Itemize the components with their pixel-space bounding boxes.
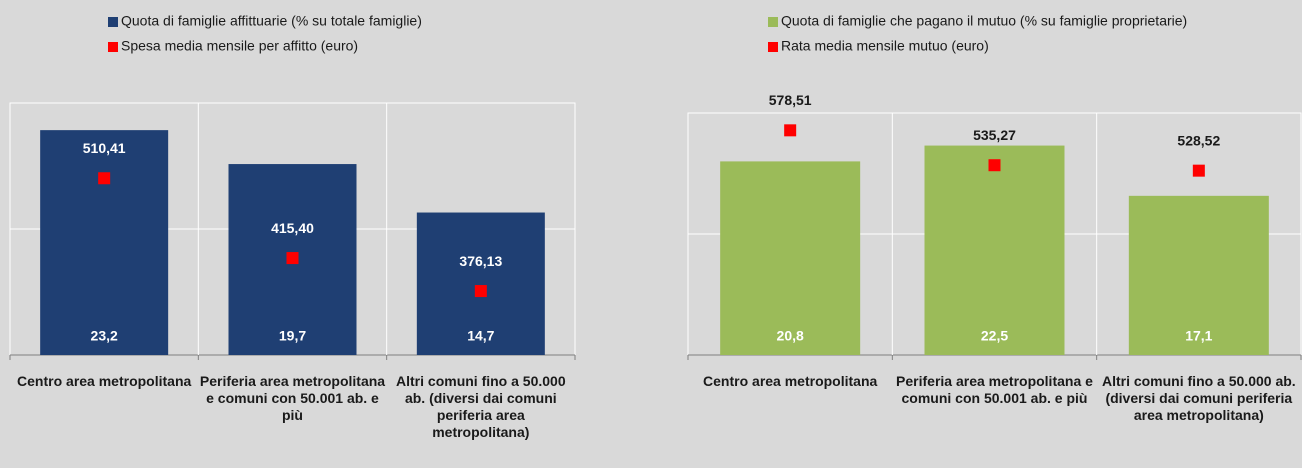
- bar-value-label: 22,5: [981, 328, 1008, 344]
- legend-swatch: [768, 17, 778, 27]
- marker-value-label: 535,27: [973, 127, 1016, 143]
- marker: [98, 172, 111, 185]
- bar-value-label: 17,1: [1185, 328, 1212, 344]
- marker-value-label: 376,13: [459, 253, 502, 269]
- bar: [924, 145, 1065, 355]
- legend-swatch: [108, 42, 118, 52]
- x-tick-label: Periferia area metropolitana e comuni co…: [896, 373, 1093, 406]
- marker: [474, 285, 487, 298]
- bar-value-label: 23,2: [91, 328, 118, 344]
- x-tick-label: Centro area metropolitana: [17, 373, 192, 389]
- bar: [416, 212, 545, 355]
- bar: [1128, 195, 1269, 355]
- legend-swatch: [108, 17, 118, 27]
- marker-value-label: 415,40: [271, 220, 314, 236]
- legend-label: Quota di famiglie affittuarie (% su tota…: [121, 13, 422, 29]
- x-tick-label: Altri comuni fino a 50.000 ab. (diversi …: [396, 373, 566, 440]
- legend-label: Spesa media mensile per affitto (euro): [121, 38, 358, 54]
- bar: [720, 161, 861, 355]
- bar-value-label: 19,7: [279, 328, 306, 344]
- marker-value-label: 510,41: [83, 140, 126, 156]
- marker: [988, 159, 1001, 172]
- legend-swatch: [768, 42, 778, 52]
- marker-value-label: 578,51: [769, 92, 812, 108]
- marker-value-label: 528,52: [1177, 132, 1220, 148]
- legend-label: Rata media mensile mutuo (euro): [781, 38, 989, 54]
- x-tick-label: Centro area metropolitana: [703, 373, 878, 389]
- bar-value-label: 20,8: [777, 328, 804, 344]
- legend-label: Quota di famiglie che pagano il mutuo (%…: [781, 13, 1187, 29]
- bar: [40, 130, 169, 355]
- marker: [286, 252, 299, 265]
- bar-value-label: 14,7: [467, 328, 494, 344]
- x-tick-label: Altri comuni fino a 50.000 ab. (diversi …: [1101, 373, 1296, 423]
- marker: [784, 124, 797, 137]
- marker: [1192, 164, 1205, 177]
- x-tick-label: Periferia area metropolitana e comuni co…: [199, 373, 386, 423]
